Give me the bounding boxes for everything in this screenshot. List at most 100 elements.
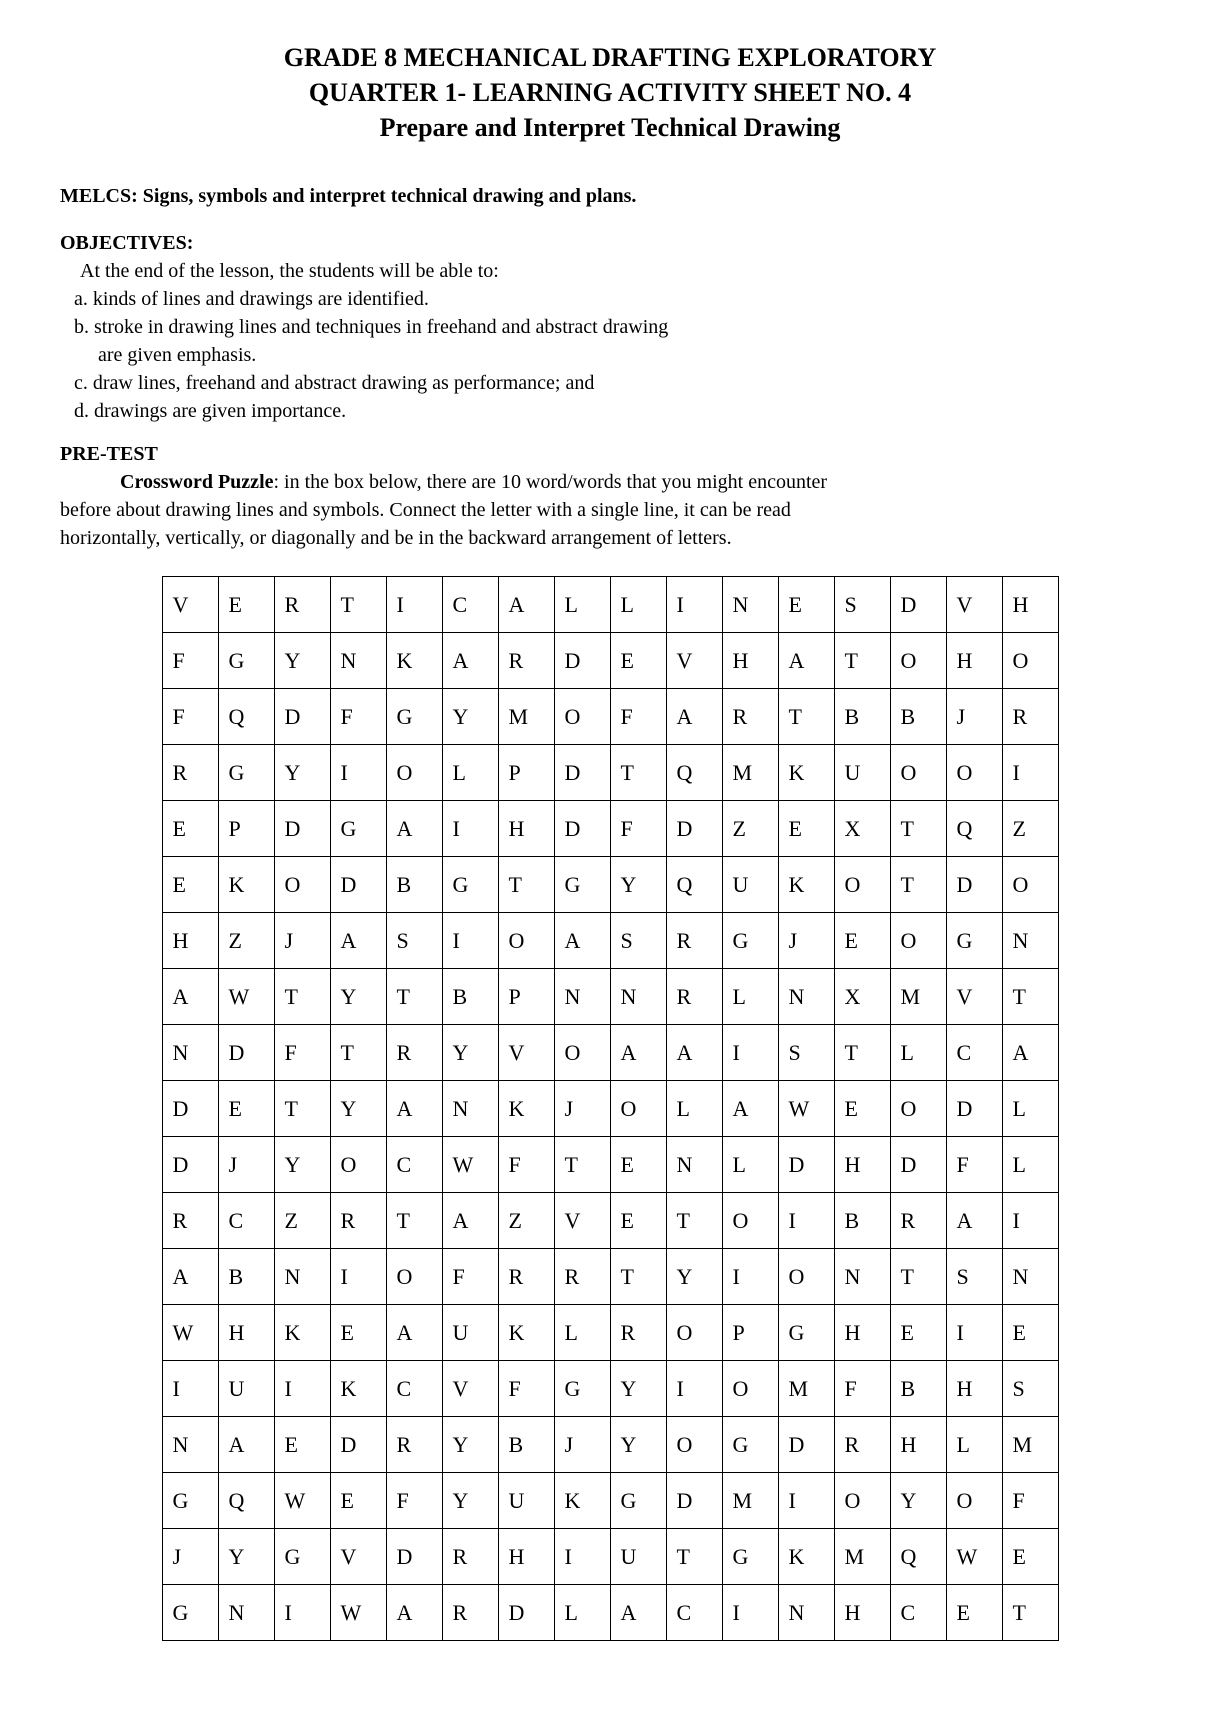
grid-cell: L [554,1585,610,1641]
grid-cell: Y [890,1473,946,1529]
grid-cell: V [498,1025,554,1081]
grid-cell: O [946,745,1002,801]
grid-cell: Y [330,969,386,1025]
grid-cell: K [778,745,834,801]
grid-cell: O [834,857,890,913]
grid-cell: D [890,577,946,633]
grid-cell: R [386,1417,442,1473]
grid-cell: O [330,1137,386,1193]
grid-cell: F [442,1249,498,1305]
grid-cell: F [1002,1473,1058,1529]
grid-row: NDFTRYVOAAISTLCA [162,1025,1058,1081]
grid-cell: S [1002,1361,1058,1417]
grid-cell: O [498,913,554,969]
grid-cell: D [778,1137,834,1193]
grid-cell: O [890,913,946,969]
grid-cell: V [554,1193,610,1249]
grid-cell: D [274,801,330,857]
grid-cell: Y [442,1473,498,1529]
grid-cell: R [666,913,722,969]
grid-cell: P [218,801,274,857]
grid-cell: T [610,745,666,801]
grid-cell: G [722,1417,778,1473]
objective-b-line2: are given emphasis. [60,341,1160,369]
grid-cell: H [1002,577,1058,633]
grid-cell: K [498,1305,554,1361]
grid-cell: L [610,577,666,633]
grid-cell: N [274,1249,330,1305]
grid-cell: B [834,689,890,745]
grid-cell: R [722,689,778,745]
grid-cell: T [386,1193,442,1249]
grid-row: FGYNKARDEVHATOHO [162,633,1058,689]
grid-cell: C [386,1137,442,1193]
grid-cell: M [722,1473,778,1529]
grid-cell: G [330,801,386,857]
grid-cell: I [162,1361,218,1417]
grid-cell: C [218,1193,274,1249]
grid-cell: N [610,969,666,1025]
grid-row: WHKEAUKLROPGHEIE [162,1305,1058,1361]
grid-cell: M [834,1529,890,1585]
grid-cell: I [330,745,386,801]
grid-cell: Y [274,1137,330,1193]
grid-cell: S [834,577,890,633]
grid-row: EKODBGTGYQUKOTDO [162,857,1058,913]
objectives-intro: At the end of the lesson, the students w… [60,257,1160,285]
grid-cell: T [778,689,834,745]
grid-cell: B [890,689,946,745]
grid-cell: A [1002,1025,1058,1081]
grid-cell: W [442,1137,498,1193]
grid-cell: I [666,1361,722,1417]
grid-cell: Z [274,1193,330,1249]
grid-cell: I [666,577,722,633]
grid-cell: Q [666,857,722,913]
grid-cell: N [162,1417,218,1473]
grid-cell: H [162,913,218,969]
grid-cell: H [834,1137,890,1193]
grid-cell: F [498,1361,554,1417]
grid-cell: K [778,857,834,913]
grid-row: AWTYTBPNNRLNXMVT [162,969,1058,1025]
grid-cell: S [386,913,442,969]
grid-cell: D [666,1473,722,1529]
grid-cell: V [946,969,1002,1025]
grid-cell: W [162,1305,218,1361]
grid-cell: E [890,1305,946,1361]
grid-cell: L [722,969,778,1025]
grid-cell: A [218,1417,274,1473]
grid-cell: I [1002,745,1058,801]
grid-cell: O [610,1081,666,1137]
pretest-text-3: horizontally, vertically, or diagonally … [60,524,1160,552]
grid-cell: D [218,1025,274,1081]
grid-cell: F [330,689,386,745]
grid-row: IUIKCVFGYIOMFBHS [162,1361,1058,1417]
grid-row: GQWEFYUKGDMIOYOF [162,1473,1058,1529]
grid-cell: D [330,857,386,913]
grid-cell: Y [442,689,498,745]
grid-cell: I [386,577,442,633]
grid-cell: B [218,1249,274,1305]
grid-cell: L [722,1137,778,1193]
grid-cell: A [442,633,498,689]
grid-cell: H [890,1417,946,1473]
grid-cell: Y [610,857,666,913]
grid-cell: H [946,1361,1002,1417]
grid-cell: D [162,1137,218,1193]
grid-cell: C [890,1585,946,1641]
grid-cell: U [834,745,890,801]
grid-cell: Y [274,745,330,801]
grid-cell: O [834,1473,890,1529]
grid-cell: W [274,1473,330,1529]
grid-row: VERTICALLINESDVH [162,577,1058,633]
grid-cell: K [274,1305,330,1361]
grid-cell: I [442,913,498,969]
grid-cell: R [442,1585,498,1641]
grid-cell: T [834,633,890,689]
grid-cell: K [330,1361,386,1417]
grid-cell: D [330,1417,386,1473]
grid-cell: O [554,1025,610,1081]
grid-cell: L [1002,1137,1058,1193]
grid-cell: P [498,969,554,1025]
grid-cell: A [162,1249,218,1305]
